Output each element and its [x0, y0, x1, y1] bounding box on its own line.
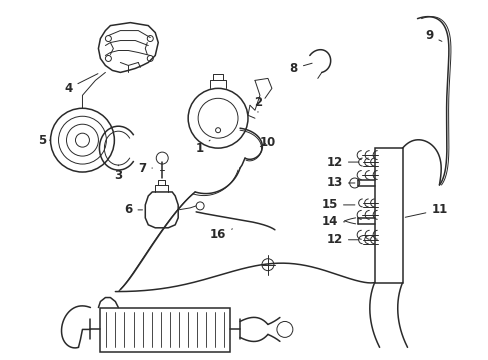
Text: 4: 4 [64, 74, 98, 95]
Text: 12: 12 [326, 156, 358, 168]
Text: 13: 13 [326, 176, 354, 189]
Text: 11: 11 [405, 203, 447, 217]
Text: 10: 10 [259, 136, 276, 149]
Text: 6: 6 [124, 203, 142, 216]
Bar [100, 307, 229, 352]
Text: 1: 1 [196, 140, 210, 155]
Text: 8: 8 [289, 62, 311, 75]
Text: 12: 12 [326, 233, 358, 246]
Text: 9: 9 [425, 29, 441, 42]
Text: 7: 7 [138, 162, 152, 175]
Bar [374, 148, 402, 283]
Text: 15: 15 [321, 198, 354, 211]
Text: 2: 2 [253, 96, 262, 112]
Text: 3: 3 [114, 165, 122, 181]
Text: 16: 16 [209, 228, 232, 241]
Text: 5: 5 [39, 134, 50, 147]
Text: 14: 14 [321, 215, 344, 228]
